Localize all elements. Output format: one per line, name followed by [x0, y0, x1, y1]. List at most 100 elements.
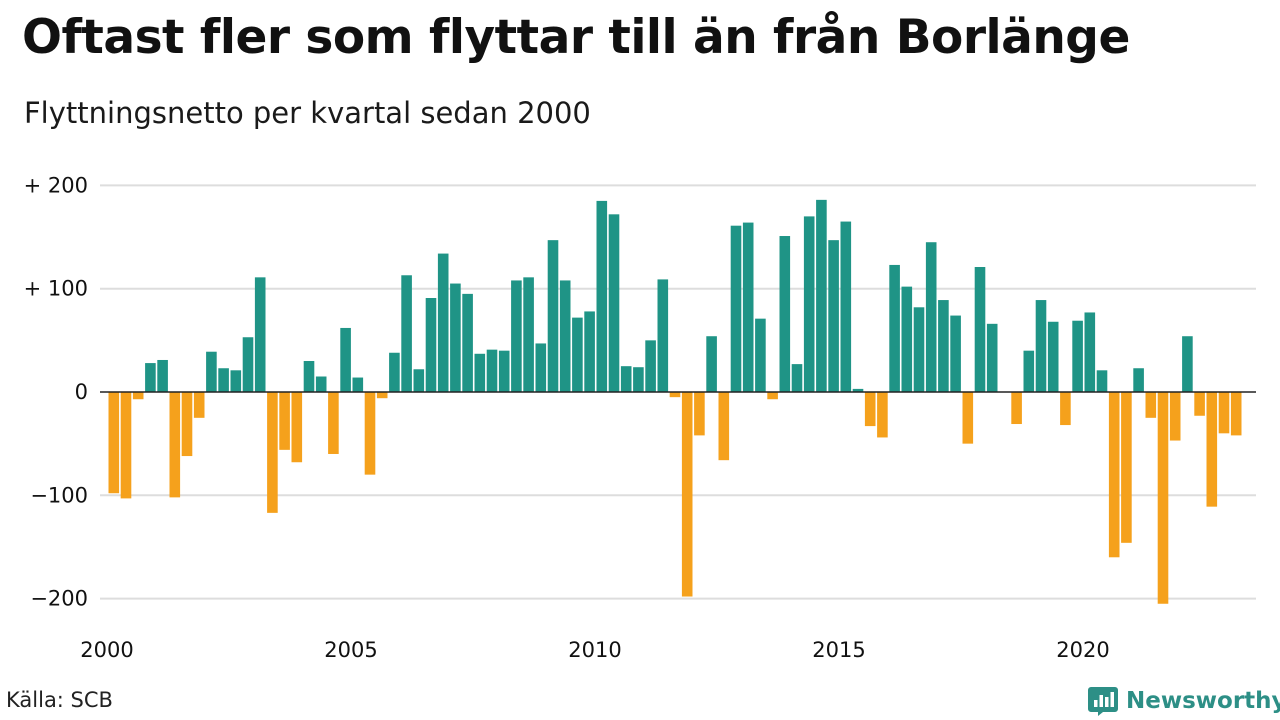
bar — [1145, 392, 1157, 418]
bar — [620, 366, 632, 392]
x-axis-tick-labels: 2000 2005 2010 2015 2020 — [80, 638, 1109, 662]
bar — [376, 392, 388, 399]
bar — [328, 392, 339, 454]
bar — [1206, 392, 1218, 507]
bar — [181, 392, 193, 457]
bar — [1169, 392, 1181, 441]
bar — [437, 253, 449, 392]
bar — [803, 216, 815, 392]
bar — [755, 318, 766, 392]
bar — [779, 236, 791, 392]
bar — [596, 200, 608, 392]
bars — [108, 199, 1242, 604]
bar — [1084, 312, 1096, 392]
bar — [681, 392, 693, 597]
bar — [925, 242, 937, 392]
bar — [962, 392, 974, 444]
bar — [315, 376, 327, 392]
bar — [218, 368, 229, 392]
chart-subtitle: Flyttningsnetto per kvartal sedan 2000 — [24, 96, 591, 130]
bar — [486, 349, 498, 392]
bar — [498, 350, 510, 392]
bar — [828, 240, 839, 392]
bar — [889, 264, 900, 392]
bar — [462, 293, 473, 392]
bar — [767, 392, 778, 400]
bar — [108, 392, 120, 494]
bar — [267, 392, 278, 513]
y-tick-label: −200 — [30, 587, 88, 611]
bar — [913, 307, 925, 392]
bar — [742, 222, 754, 392]
bar — [1108, 392, 1120, 558]
x-tick-label: 2005 — [324, 638, 377, 662]
bar — [584, 311, 595, 392]
bar — [1035, 300, 1047, 392]
x-tick-label: 2000 — [80, 638, 133, 662]
bar — [1182, 336, 1193, 392]
bar — [974, 267, 986, 392]
bar — [303, 361, 315, 392]
bar — [694, 392, 705, 436]
bar — [877, 392, 888, 438]
bar — [669, 392, 681, 398]
bar — [1133, 368, 1144, 392]
bar — [1096, 370, 1108, 392]
bar — [864, 392, 876, 427]
bar — [291, 392, 303, 463]
bar — [645, 340, 656, 392]
bar-chart: + 200 + 100 0 −100 −200 2000 2005 2010 2015 2020 — [24, 173, 1256, 662]
bar — [230, 370, 242, 392]
bar — [340, 327, 351, 392]
bar — [474, 353, 486, 392]
y-tick-label: −100 — [30, 483, 88, 507]
bar — [852, 388, 864, 392]
bar — [352, 377, 364, 392]
x-tick-label: 2010 — [568, 638, 621, 662]
bar — [572, 317, 583, 392]
bar — [1011, 392, 1022, 425]
bar — [791, 364, 803, 392]
bar — [950, 315, 961, 392]
bar — [1047, 321, 1059, 392]
bar — [389, 352, 400, 392]
bar — [535, 343, 547, 392]
bar — [547, 240, 559, 392]
bar — [145, 363, 156, 392]
bar — [1194, 392, 1205, 416]
y-axis-tick-labels: + 200 + 100 0 −100 −200 — [24, 173, 88, 610]
chart-title: Oftast fler som flyttar till än från Bor… — [22, 10, 1130, 65]
source-note: Källa: SCB — [6, 688, 113, 712]
bar — [1230, 392, 1242, 436]
bar — [364, 392, 376, 475]
bar — [559, 280, 571, 392]
bar — [425, 298, 437, 392]
bar — [1072, 320, 1083, 392]
bar — [986, 323, 998, 392]
bar — [840, 221, 852, 392]
y-tick-label: 0 — [75, 380, 88, 404]
bar — [1121, 392, 1132, 543]
bar — [938, 300, 949, 392]
y-tick-label: + 100 — [24, 277, 88, 301]
x-tick-label: 2015 — [812, 638, 865, 662]
bar — [1060, 392, 1071, 426]
bar — [206, 351, 217, 392]
brand-logo-block: Newsworthy — [1088, 684, 1280, 718]
bar — [254, 277, 266, 392]
bar — [279, 392, 290, 450]
bar — [1023, 350, 1035, 392]
bar — [816, 199, 827, 392]
bar — [730, 225, 742, 392]
bar — [633, 367, 644, 392]
bar — [401, 275, 412, 392]
bar — [120, 392, 132, 499]
bar — [157, 359, 168, 392]
y-tick-label: + 200 — [24, 173, 88, 197]
bar — [511, 280, 522, 392]
bar — [657, 279, 669, 392]
bar — [901, 286, 913, 392]
newsworthy-logo-icon — [1088, 687, 1118, 716]
bar — [193, 392, 205, 418]
bar — [169, 392, 181, 498]
